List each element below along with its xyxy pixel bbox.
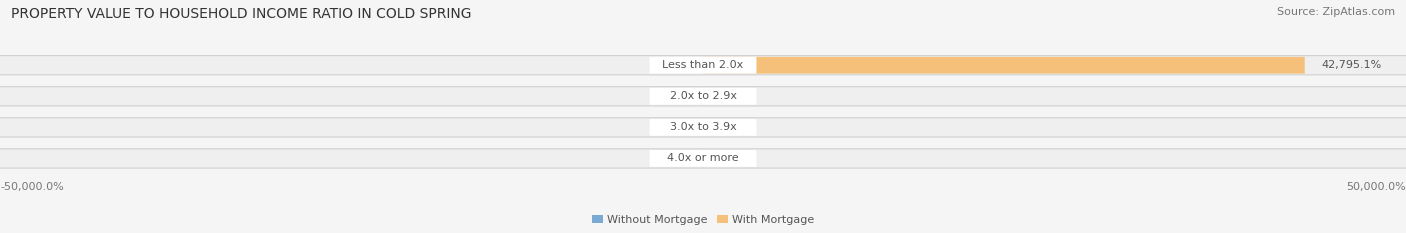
FancyBboxPatch shape (650, 150, 756, 167)
Text: 2.0x to 2.9x: 2.0x to 2.9x (669, 91, 737, 101)
Text: 5.8%: 5.8% (658, 122, 686, 132)
FancyBboxPatch shape (650, 88, 756, 105)
Legend: Without Mortgage, With Mortgage: Without Mortgage, With Mortgage (588, 210, 818, 229)
FancyBboxPatch shape (703, 57, 1305, 74)
Text: 45.9%: 45.9% (650, 154, 686, 163)
Text: 3.0x to 3.9x: 3.0x to 3.9x (669, 122, 737, 132)
Text: Less than 2.0x: Less than 2.0x (662, 60, 744, 70)
FancyBboxPatch shape (0, 149, 1406, 168)
Text: 26.8%: 26.8% (720, 91, 756, 101)
FancyBboxPatch shape (0, 87, 1406, 106)
Text: 50,000.0%: 50,000.0% (1347, 182, 1406, 192)
Text: 35.5%: 35.5% (651, 91, 686, 101)
FancyBboxPatch shape (0, 56, 1406, 75)
FancyBboxPatch shape (650, 57, 756, 74)
Text: 42,795.1%: 42,795.1% (1322, 60, 1382, 70)
Text: 10.1%: 10.1% (720, 154, 755, 163)
Text: 9.3%: 9.3% (658, 60, 686, 70)
FancyBboxPatch shape (650, 119, 756, 136)
Text: Source: ZipAtlas.com: Source: ZipAtlas.com (1277, 7, 1395, 17)
FancyBboxPatch shape (0, 118, 1406, 137)
Text: -50,000.0%: -50,000.0% (0, 182, 63, 192)
Text: PROPERTY VALUE TO HOUSEHOLD INCOME RATIO IN COLD SPRING: PROPERTY VALUE TO HOUSEHOLD INCOME RATIO… (11, 7, 472, 21)
Text: 4.0x or more: 4.0x or more (668, 154, 738, 163)
Text: 20.5%: 20.5% (720, 122, 755, 132)
